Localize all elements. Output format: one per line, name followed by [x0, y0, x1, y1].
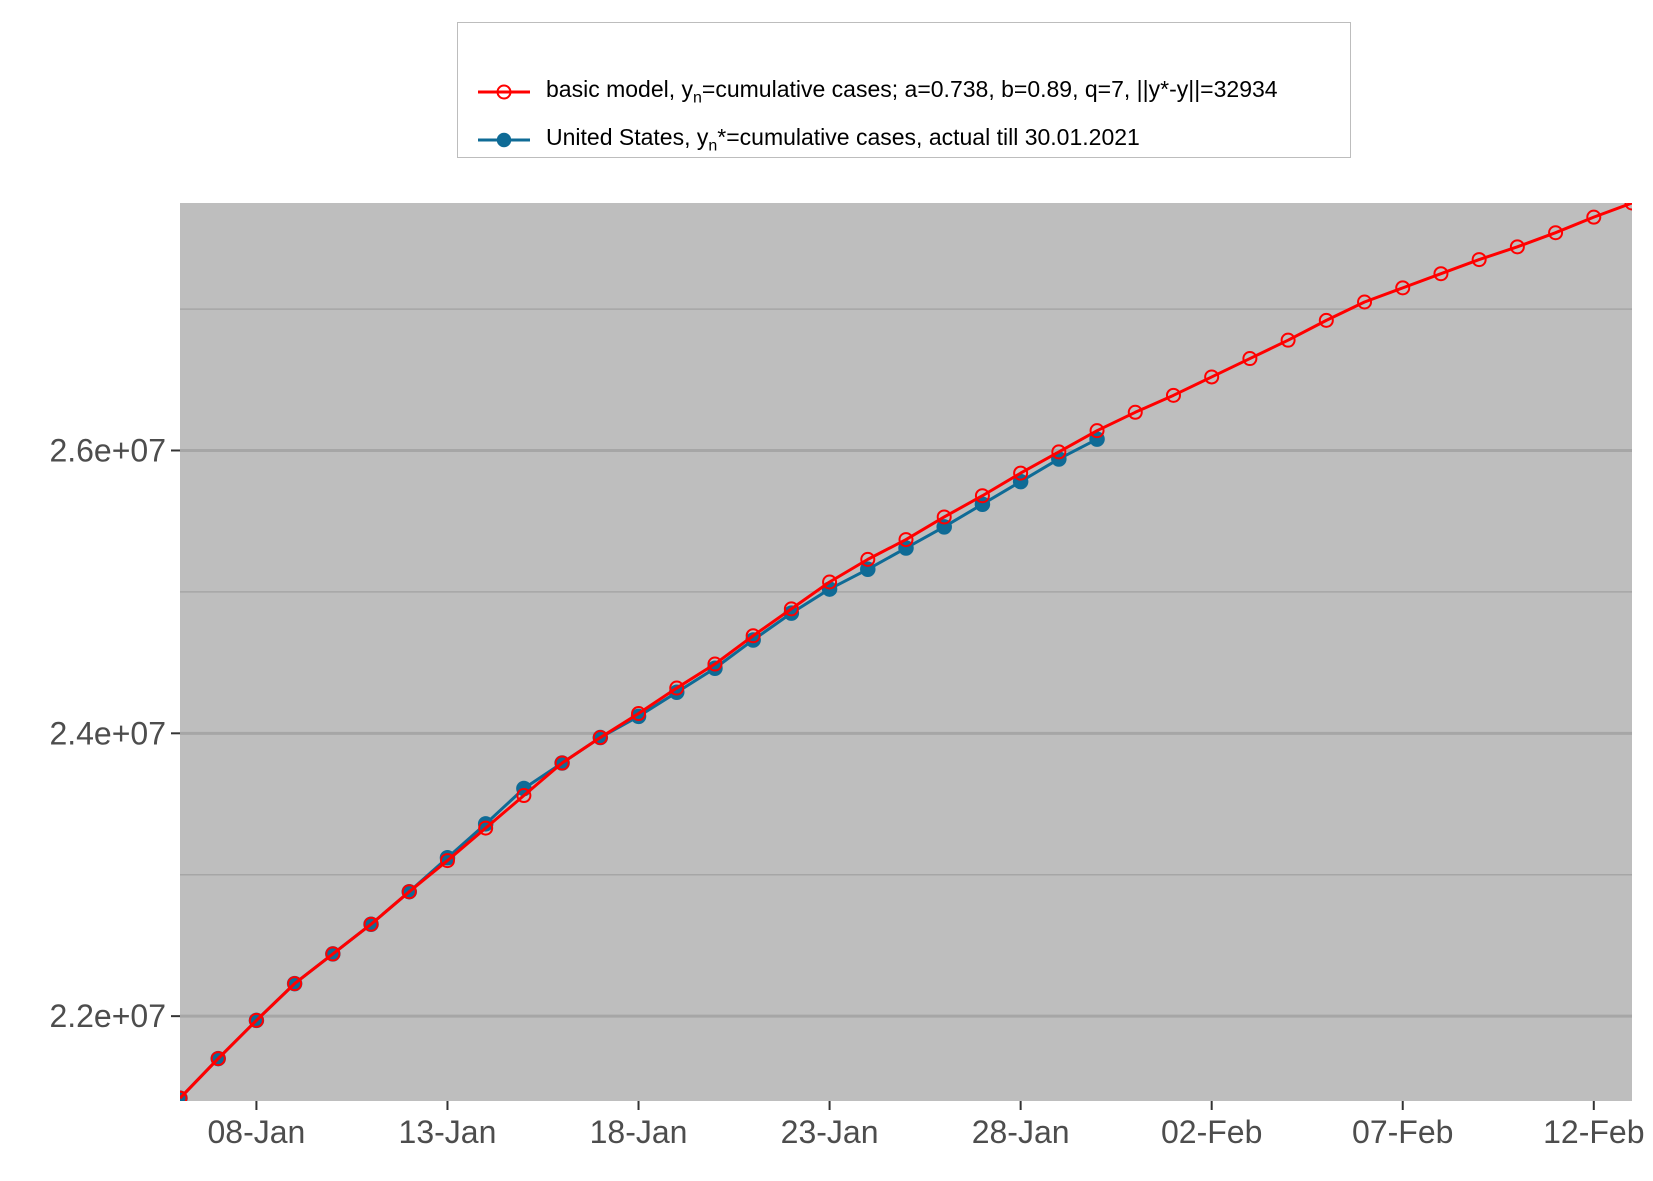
data-point [210, 1051, 226, 1067]
data-point [248, 1012, 264, 1028]
legend-key-model [478, 84, 530, 100]
legend-key-actual [478, 132, 530, 148]
data-point [631, 706, 647, 722]
data-point [1433, 266, 1449, 282]
data-point [783, 601, 799, 617]
legend-model-suffix: =cumulative cases; a=0.738, b=0.89, q=7,… [701, 76, 1278, 103]
y-tick-label: 2.2e+07 [49, 998, 166, 1034]
data-point [1548, 225, 1564, 241]
data-point [898, 532, 914, 548]
data-point [516, 788, 532, 804]
legend-model-prefix: basic model, y [546, 76, 694, 103]
data-point [1204, 369, 1220, 385]
x-tick-label: 18-Jan [590, 1114, 688, 1150]
y-tick-label: 2.4e+07 [49, 715, 166, 751]
x-tick-label: 13-Jan [399, 1114, 497, 1150]
data-point [974, 488, 990, 504]
x-tick-label: 08-Jan [207, 1114, 305, 1150]
legend-label-model: basic model, yn=cumulative cases; a=0.73… [546, 76, 1278, 108]
data-point [287, 976, 303, 992]
x-tick-label: 07-Feb [1352, 1114, 1453, 1150]
data-point [1089, 423, 1105, 439]
data-point [478, 820, 494, 836]
x-tick-label: 23-Jan [781, 1114, 879, 1150]
data-point [439, 853, 455, 869]
data-point [745, 628, 761, 644]
x-tick-label: 02-Feb [1161, 1114, 1262, 1150]
data-point [325, 946, 341, 962]
data-point [1051, 444, 1067, 460]
x-tick-label: 28-Jan [972, 1114, 1070, 1150]
data-point [1013, 465, 1029, 481]
data-point [669, 680, 685, 696]
data-point [1318, 312, 1334, 328]
legend-actual-prefix: United States, y [546, 124, 709, 151]
series-layer [180, 203, 1632, 1101]
data-point [860, 551, 876, 567]
data-point [1509, 239, 1525, 255]
y-tick-label: 2.6e+07 [49, 432, 166, 468]
legend-actual-suffix: *=cumulative cases, actual till 30.01.20… [717, 124, 1140, 151]
data-point [1471, 252, 1487, 268]
plot-panel [180, 203, 1632, 1101]
data-point [822, 574, 838, 590]
data-point [401, 884, 417, 900]
data-point [1127, 404, 1143, 420]
series-line-1 [180, 203, 1632, 1100]
data-point [1357, 294, 1373, 310]
data-point [592, 730, 608, 746]
data-point [1165, 387, 1181, 403]
data-point [363, 916, 379, 932]
data-point [1242, 351, 1258, 367]
data-point [707, 656, 723, 672]
data-point [1395, 280, 1411, 296]
data-point [180, 1090, 188, 1101]
legend-model-sub: n [693, 89, 702, 107]
data-point [1586, 209, 1602, 225]
x-tick-label: 12-Feb [1543, 1114, 1644, 1150]
legend-item-model: basic model, yn=cumulative cases; a=0.73… [476, 75, 1278, 109]
legend-actual-sub: n [708, 137, 718, 155]
data-point [936, 509, 952, 525]
data-point [554, 755, 570, 771]
legend: basic model, yn=cumulative cases; a=0.73… [457, 22, 1351, 158]
legend-item-actual: United States, yn*=cumulative cases, act… [476, 123, 1140, 157]
legend-label-actual: United States, yn*=cumulative cases, act… [546, 124, 1140, 156]
data-point [1280, 332, 1296, 348]
